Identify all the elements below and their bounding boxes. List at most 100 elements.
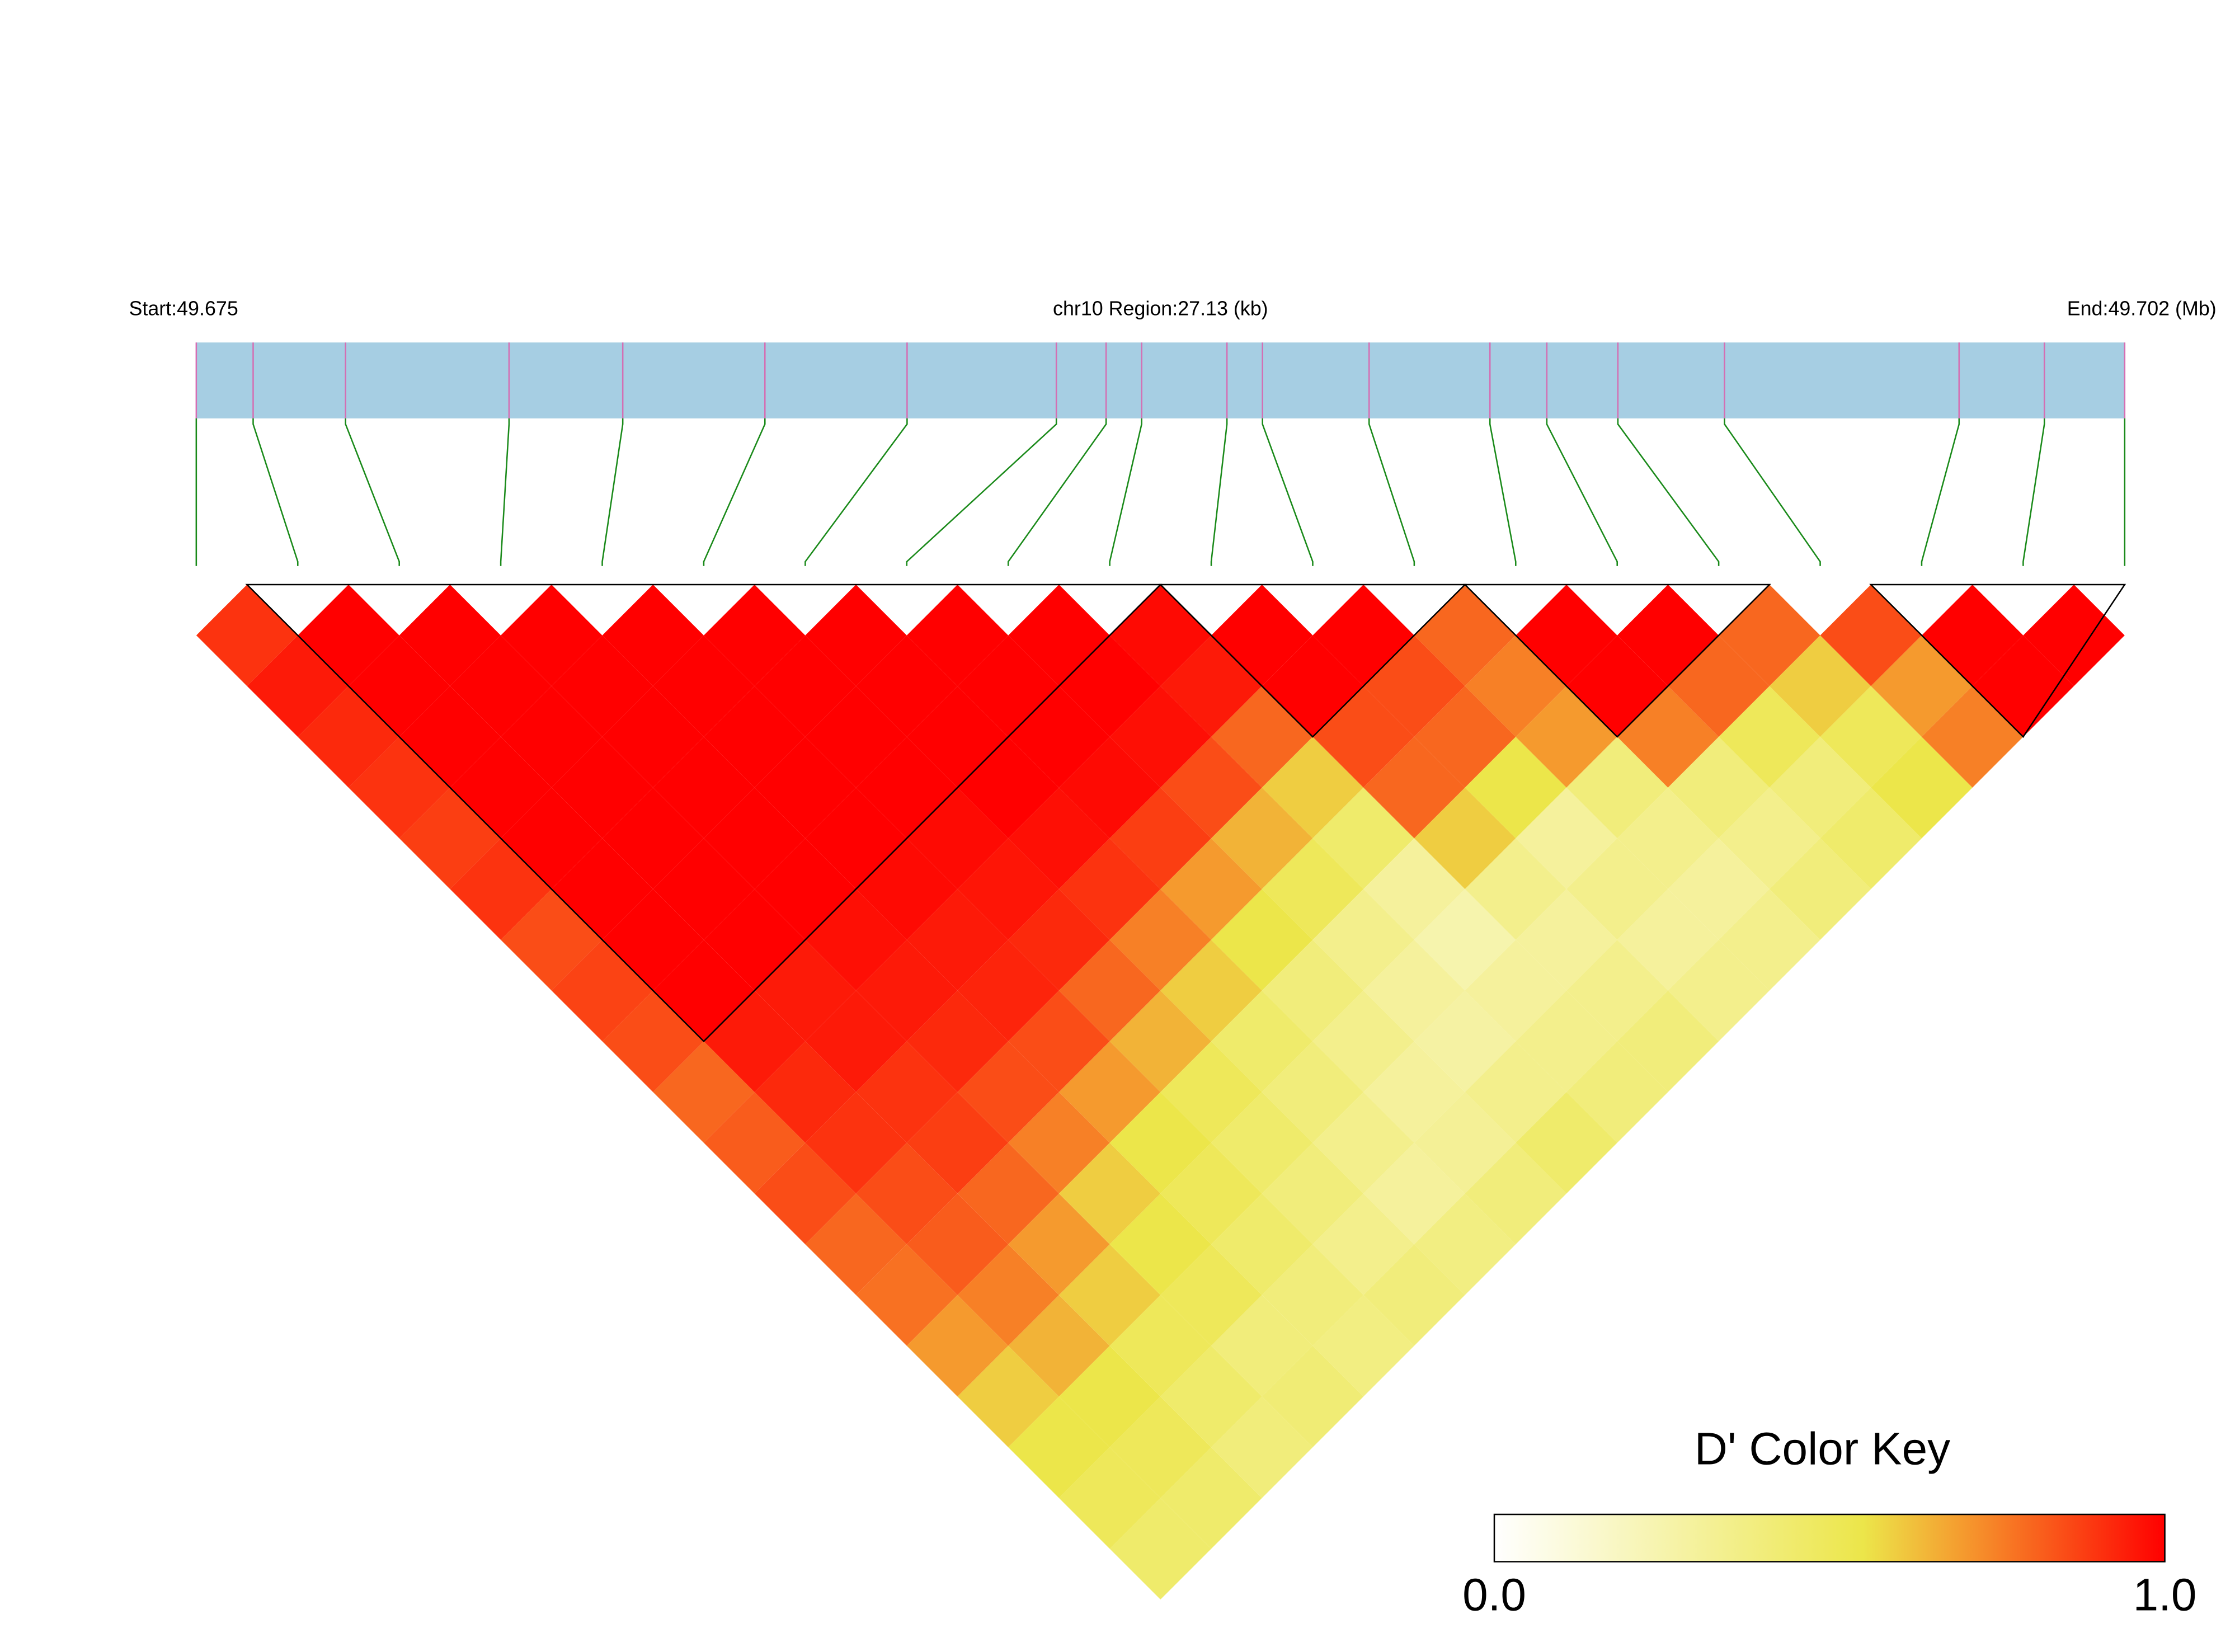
ld-cell (1516, 787, 1617, 889)
ld-cell (957, 939, 1059, 1042)
ld-cell (501, 889, 603, 991)
ld-cell (450, 838, 552, 940)
ld-cell (1414, 1193, 1516, 1295)
ld-cell (1719, 686, 1820, 788)
ld-cell (1363, 939, 1465, 1042)
ld-cell (1109, 1193, 1212, 1295)
ld-cell (1312, 990, 1414, 1093)
ld-cell (1312, 584, 1414, 686)
colorbar-tick-label: 0.0 (1462, 1570, 1526, 1621)
ld-cell (1465, 1041, 1567, 1143)
snp-connector (1617, 418, 1720, 566)
ld-cell (957, 635, 1059, 737)
ld-cell (1617, 990, 1719, 1093)
ld-block (1869, 583, 2126, 738)
ld-cell (602, 787, 704, 889)
snp-connector (1368, 418, 1415, 566)
snp-connector (804, 418, 908, 566)
snp-connector (500, 418, 510, 566)
ld-cell (1211, 686, 1313, 788)
ld-cell (856, 737, 958, 839)
ld-cell (1516, 1092, 1617, 1194)
ld-cell (196, 584, 298, 686)
snp-connector (2022, 418, 2045, 566)
ld-cell (1008, 787, 1110, 889)
ld-cell (1719, 889, 1820, 991)
ld-cell (501, 584, 603, 686)
ld-cell (653, 737, 755, 839)
ld-cell (348, 737, 450, 839)
ld-cell (1363, 1244, 1465, 1346)
ld-cell (653, 1041, 755, 1143)
ld-block (1463, 583, 1771, 738)
ld-cell (1312, 889, 1414, 991)
ld-cell (1820, 787, 1922, 889)
ld-cell (1262, 1041, 1364, 1143)
ld-cell (1363, 737, 1465, 839)
ld-cell (1719, 787, 1820, 889)
ld-cell (1312, 686, 1414, 788)
colorbar-title: D' Color Key (1695, 1423, 1950, 1474)
ld-cell (906, 584, 1009, 686)
snp-connector (1921, 418, 1960, 566)
ld-cell (1363, 635, 1465, 737)
ld-cell (1211, 1295, 1313, 1397)
ld-cell (1058, 1447, 1161, 1549)
ld-cell (754, 1041, 857, 1143)
ld-cell (1211, 787, 1313, 889)
ld-cell (1617, 787, 1719, 889)
ld-cell (805, 584, 907, 686)
snp-connector (703, 418, 766, 566)
ld-cell (1109, 889, 1212, 991)
ld-cell (653, 939, 755, 1042)
ld-cell (906, 1092, 1009, 1194)
snp-connector (1262, 418, 1314, 566)
ld-cell (1617, 686, 1719, 788)
snp-connector (1724, 418, 1821, 566)
ld-cell (1058, 1041, 1161, 1143)
ld-block (1159, 583, 1467, 738)
ld-cell (1262, 737, 1364, 839)
snp-connector (601, 418, 624, 566)
ld-cell (1312, 1295, 1414, 1397)
ld-cell (703, 584, 806, 686)
ld-cell (856, 1041, 958, 1143)
ld-cell (1871, 635, 1973, 737)
colorbar (1493, 1513, 2166, 1562)
ld-cell (856, 635, 958, 737)
ld-cell (1109, 686, 1212, 788)
snp-connector (1546, 418, 1618, 566)
ld-cell (1312, 787, 1414, 889)
ld-cell (1871, 737, 1973, 839)
ld-cell (1211, 1396, 1313, 1498)
ld-cell (1058, 1345, 1161, 1448)
ld-cell (1109, 990, 1212, 1093)
ld-cell (399, 584, 501, 686)
ld-cell (1109, 1396, 1212, 1498)
snp-connector (1210, 418, 1228, 566)
ld-cell (1516, 990, 1617, 1093)
ld-cell (805, 1193, 907, 1295)
ld-cell (754, 737, 857, 839)
ld-cell (1211, 1193, 1313, 1295)
ld-cell (1312, 1193, 1414, 1295)
ld-block (245, 583, 1163, 1043)
ld-cell (703, 787, 806, 889)
ld-cell (906, 990, 1009, 1093)
ld-cell (501, 787, 603, 889)
ld-cell (1109, 787, 1212, 889)
colorbar-tick-label: 1.0 (2133, 1570, 2197, 1621)
ld-cell (1211, 990, 1313, 1093)
position-bar (196, 342, 2125, 418)
ld-cell (298, 686, 399, 788)
ld-cell (1363, 1041, 1465, 1143)
ld-cell (1516, 584, 1617, 686)
snp-connector (906, 418, 1057, 566)
ld-cell (1465, 838, 1567, 940)
snp-connector (345, 418, 400, 566)
ld-cell (551, 737, 653, 839)
ld-cell (1211, 889, 1313, 991)
ld-cell (1109, 1295, 1212, 1397)
ld-cell (1312, 1092, 1414, 1194)
